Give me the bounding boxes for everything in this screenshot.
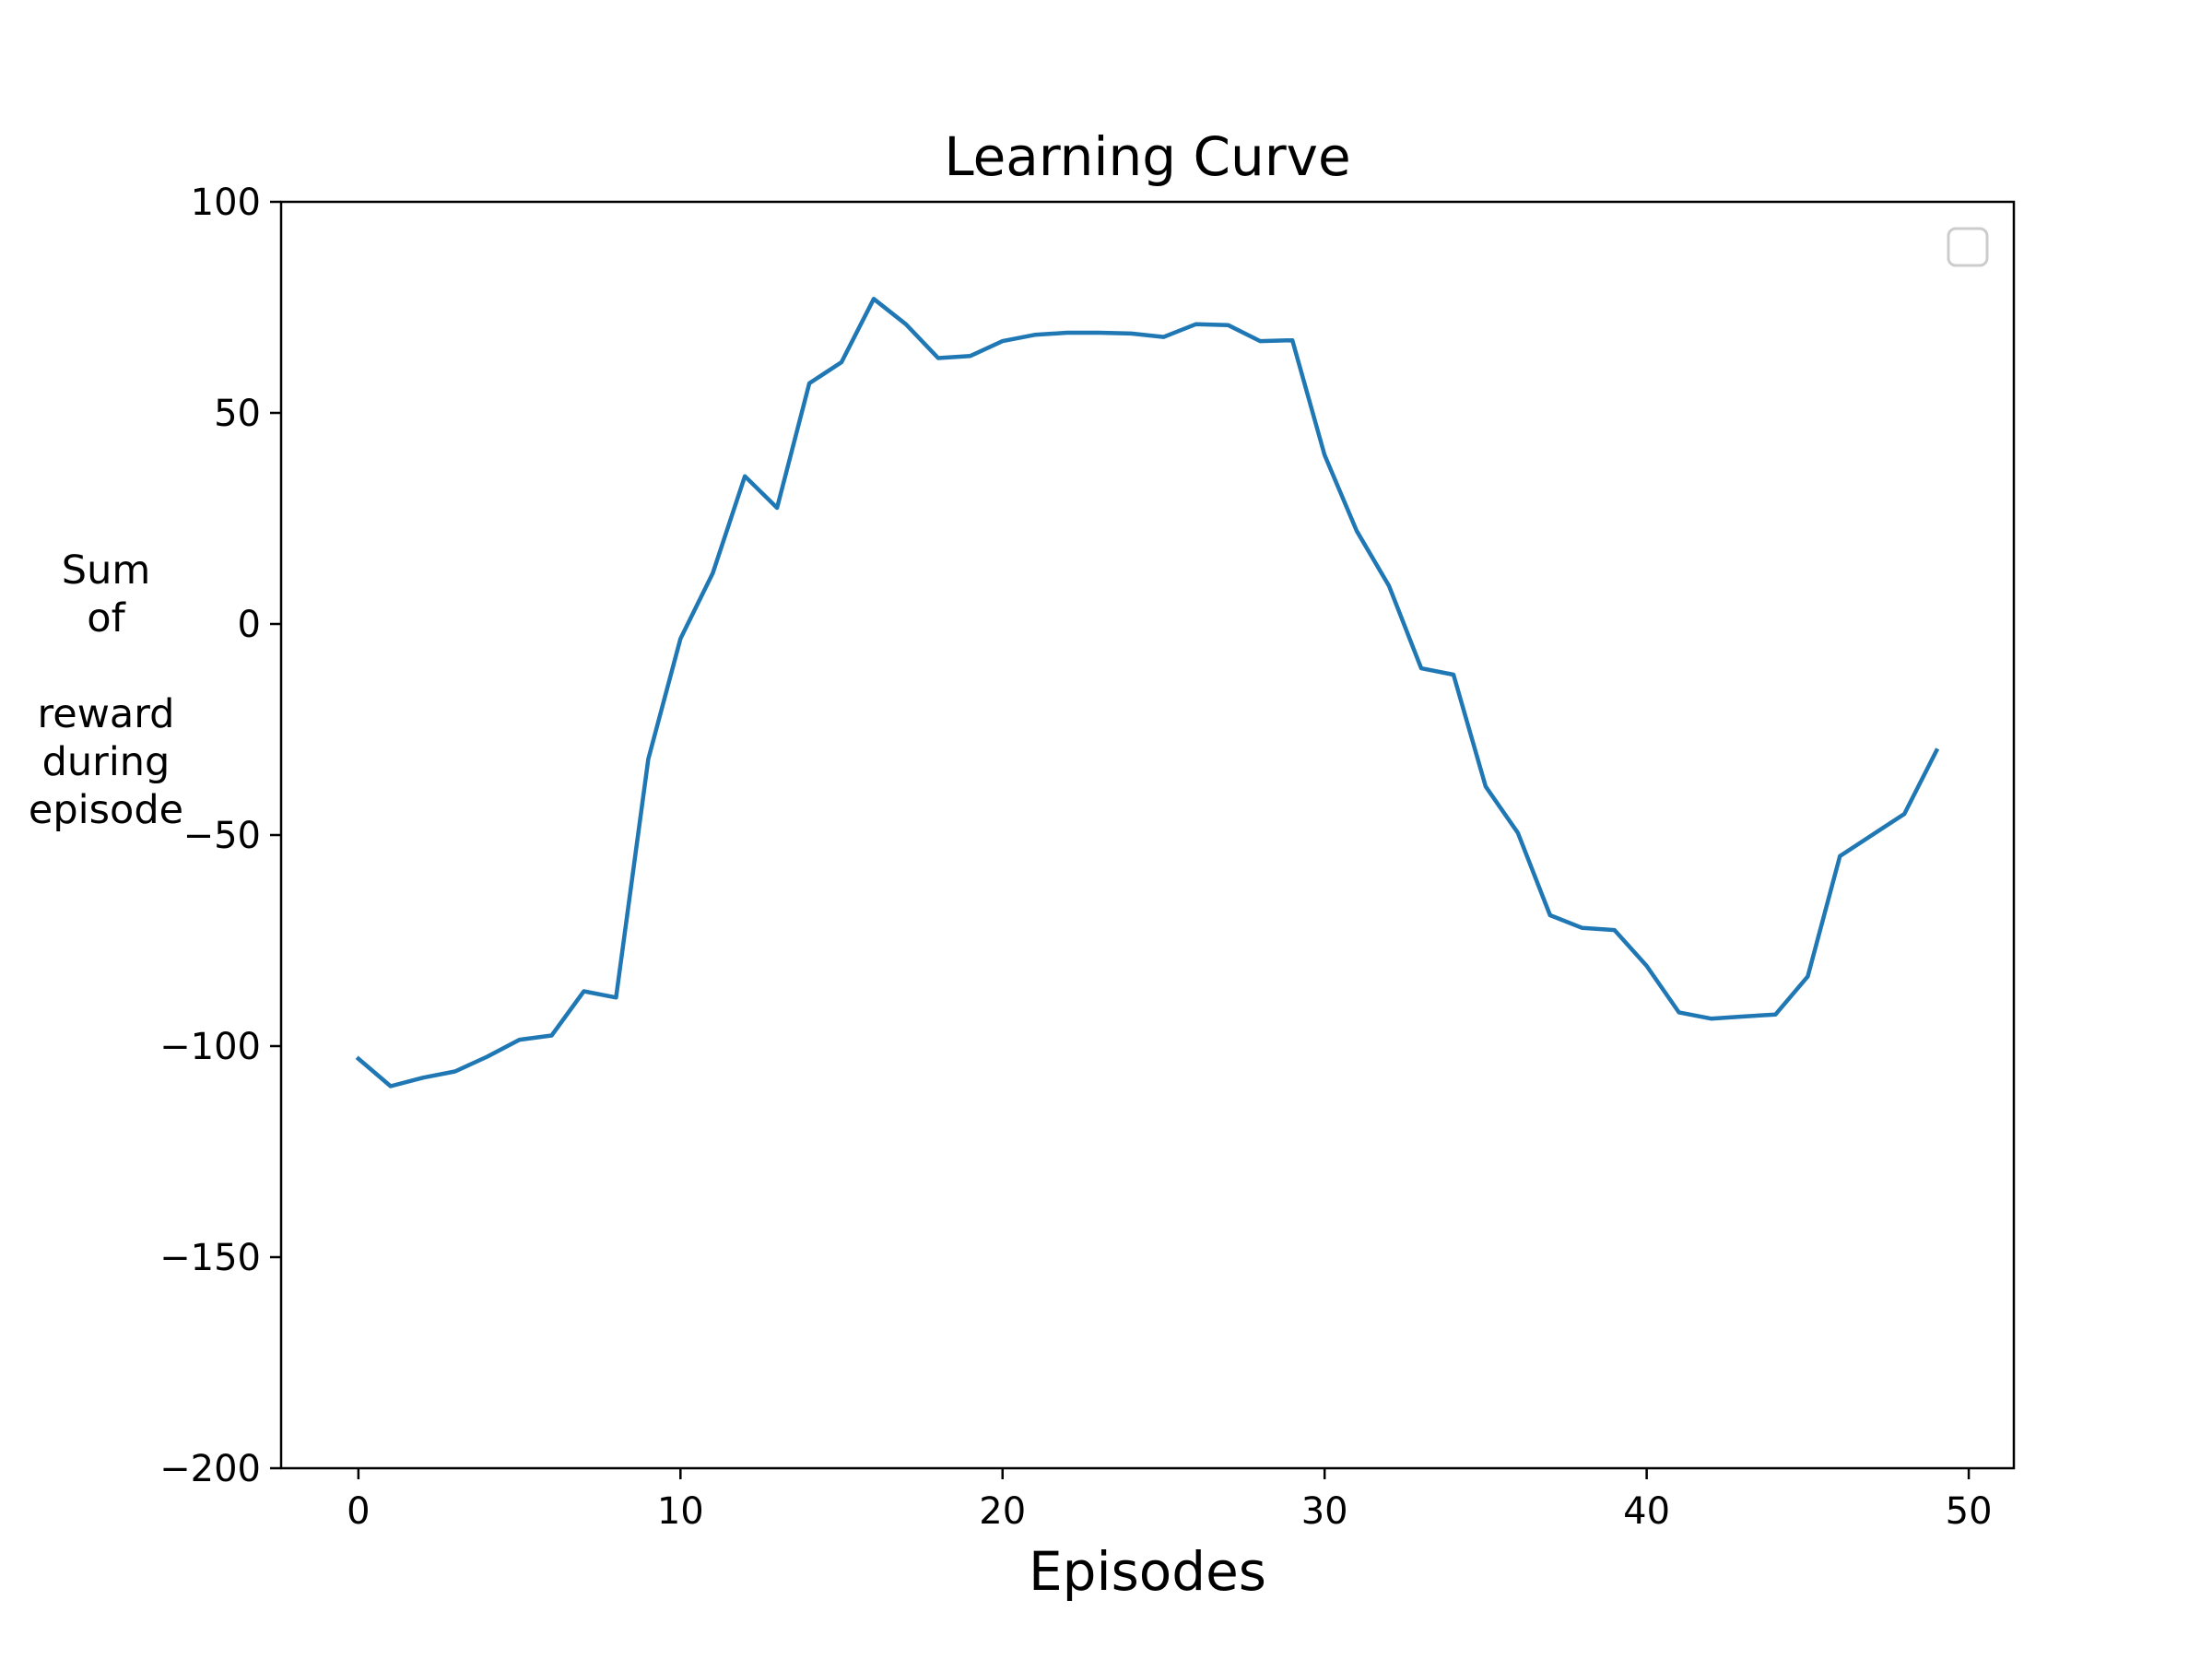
x-tick-label: 0 <box>347 1490 370 1533</box>
y-axis-label-line: of <box>87 595 125 641</box>
y-axis-label-line: Sum <box>62 547 150 594</box>
axis-ticks: 0 10 20 30 40 50 100 50 0 −50 −100 −150 −200 <box>159 182 1992 1533</box>
x-tick-label: 20 <box>979 1490 1026 1533</box>
plot-area <box>355 297 1940 1088</box>
x-tick-label: 50 <box>1946 1490 1993 1533</box>
plot-frame <box>279 200 2016 1470</box>
x-tick-label: 40 <box>1623 1490 1670 1533</box>
y-tick-label: 100 <box>191 182 261 224</box>
y-axis-label-line: reward <box>38 691 175 737</box>
y-tick-label: −150 <box>159 1237 261 1279</box>
y-axis-label-line: episode <box>29 787 183 833</box>
y-tick-label: 50 <box>214 393 261 435</box>
y-tick-label: −100 <box>159 1026 261 1068</box>
legend-box <box>1947 227 1989 267</box>
chart-title: Learning Curve <box>944 125 1350 188</box>
x-axis-label: Episodes <box>1029 1540 1266 1603</box>
y-axis-label-line: during <box>42 739 171 785</box>
y-tick-label: 0 <box>238 604 261 646</box>
y-tick-label: −200 <box>159 1448 261 1490</box>
x-tick-label: 10 <box>657 1490 704 1533</box>
x-tick-label: 30 <box>1301 1490 1348 1533</box>
series-line <box>355 297 1940 1088</box>
y-tick-label: −50 <box>183 815 261 857</box>
